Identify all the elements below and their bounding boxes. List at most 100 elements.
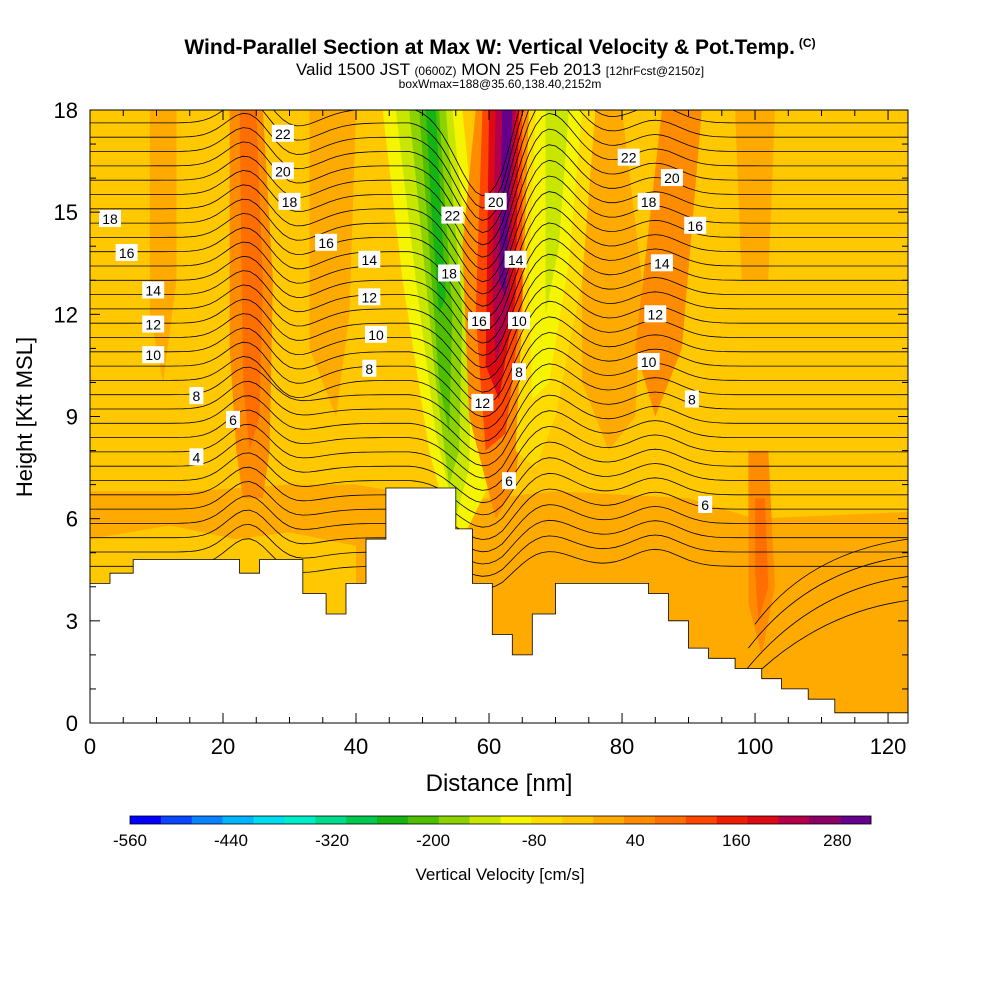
colorbar-segment [562, 816, 594, 824]
contour-label-text: 22 [445, 208, 461, 224]
contour-label: 16 [468, 312, 490, 330]
x-axis: 0 20 40 60 80 100 120 [84, 110, 907, 759]
isentrope-line [90, 394, 908, 467]
contour-label: 12 [471, 393, 494, 411]
contour-label-bg [99, 210, 121, 227]
contour-label-text: 4 [193, 449, 201, 465]
isentrope-line [90, 269, 908, 369]
contour-label-text: 6 [505, 473, 513, 489]
contour-label-bg [650, 254, 673, 272]
contour-label: 8 [512, 363, 526, 381]
x-axis-label: Distance [nm] [426, 770, 573, 797]
isentrope-line [90, 378, 908, 455]
colorbar: -560 -440 -320 -200 -80 40 160 280 [113, 815, 872, 850]
contour-label-text: 22 [275, 126, 291, 142]
contour-label: 14 [650, 254, 673, 272]
contour-label: 20 [660, 169, 683, 187]
colorbar-segment [840, 816, 872, 824]
chart-title-text: Wind-Parallel Section at Max W: Vertical… [184, 36, 795, 59]
contour-label-text: 20 [488, 194, 504, 210]
colorbar-label: Vertical Velocity [cm/s] [415, 865, 584, 884]
contour-label: 18 [438, 264, 461, 282]
isentrope-line [748, 555, 908, 649]
contour-label-text: 8 [365, 361, 373, 377]
field-band [755, 498, 769, 621]
contour-label-text: 12 [362, 289, 378, 305]
colorbar-tick-label: -320 [315, 831, 349, 850]
potential-temperature-contours [90, 110, 908, 697]
x-tick-label: 120 [870, 734, 907, 759]
contour-label-text: 12 [145, 317, 161, 333]
colorbar-tick-label: -440 [214, 831, 248, 850]
isentrope-line [741, 576, 908, 676]
isentrope-line [90, 253, 908, 356]
contour-label-text: 20 [664, 170, 680, 186]
colorbar-segment [377, 816, 409, 824]
colorbar-tick-label: -80 [522, 831, 547, 850]
contour-label-text: 12 [648, 306, 664, 322]
contour-label-bg [271, 124, 294, 142]
contour-label: 8 [189, 387, 204, 405]
chart-subtitle: Valid 1500 JST (0600Z) MON 25 Feb 2013 [… [0, 60, 1000, 80]
contour-label-bg [617, 148, 640, 166]
x-tick-label: 40 [344, 734, 368, 759]
contour-label-bg [142, 346, 165, 364]
colorbar-tick-label: 160 [722, 831, 750, 850]
y-tick-label: 15 [54, 200, 78, 225]
contour-label-bg [484, 192, 507, 210]
contour-label-text: 8 [688, 392, 696, 408]
field-band [309, 110, 356, 417]
isentrope-line [90, 538, 908, 590]
contour-label: 18 [99, 210, 121, 227]
copyright-mark: (C) [798, 36, 816, 50]
colorbar-segment [778, 816, 810, 824]
contour-label-text: 6 [229, 412, 237, 428]
contour-label: 10 [508, 312, 530, 330]
contour-label-bg [684, 216, 707, 234]
contour-label-text: 18 [282, 194, 298, 210]
isentrope-line [90, 110, 908, 209]
isentrope-line [90, 466, 908, 528]
contour-label-bg [358, 288, 381, 306]
colorbar-tick-label: -560 [113, 831, 147, 850]
field-band [149, 110, 177, 383]
forecast-info: [12hrFcst@2150z] [605, 64, 705, 78]
contour-label-bg [660, 169, 683, 187]
contour-label-text: 22 [621, 150, 637, 166]
contour-label-bg [684, 390, 699, 408]
colorbar-segment [438, 816, 470, 824]
contour-label: 20 [484, 192, 507, 210]
isentrope-line [90, 238, 908, 344]
colorbar-segment [747, 816, 779, 824]
contour-label-bg [441, 206, 464, 224]
isentrope-line [754, 538, 908, 625]
isentrope-line [90, 481, 908, 540]
field-band [425, 110, 446, 315]
contour-label-text: 6 [701, 497, 709, 513]
contour-label-bg [278, 192, 301, 210]
isentrope-line [90, 112, 908, 246]
colorbar-frame [129, 815, 872, 825]
y-tick-label: 9 [66, 405, 78, 430]
contour-label: 16 [115, 244, 138, 261]
contour-label-bg [358, 250, 381, 268]
contour-label-bg [226, 410, 240, 428]
contour-label-text: 18 [441, 266, 457, 282]
valid-zulu: (0600Z) [414, 64, 457, 78]
terrain-profile [90, 487, 908, 723]
contour-label-text: 16 [687, 218, 703, 234]
contour-label-bg [271, 162, 294, 180]
contour-label: 12 [142, 315, 165, 333]
isentrope-line [90, 347, 908, 430]
colorbar-segment [654, 816, 687, 824]
isentrope-line [90, 423, 908, 491]
colorbar-segment [346, 816, 378, 824]
y-tick-label: 18 [54, 98, 78, 123]
field-band [419, 110, 453, 434]
field-band [582, 110, 642, 451]
contour-label-text: 8 [515, 364, 523, 380]
contour-label: 16 [684, 216, 707, 234]
contour-label-bg [502, 472, 516, 490]
valid-time: Valid 1500 JST [295, 60, 410, 79]
